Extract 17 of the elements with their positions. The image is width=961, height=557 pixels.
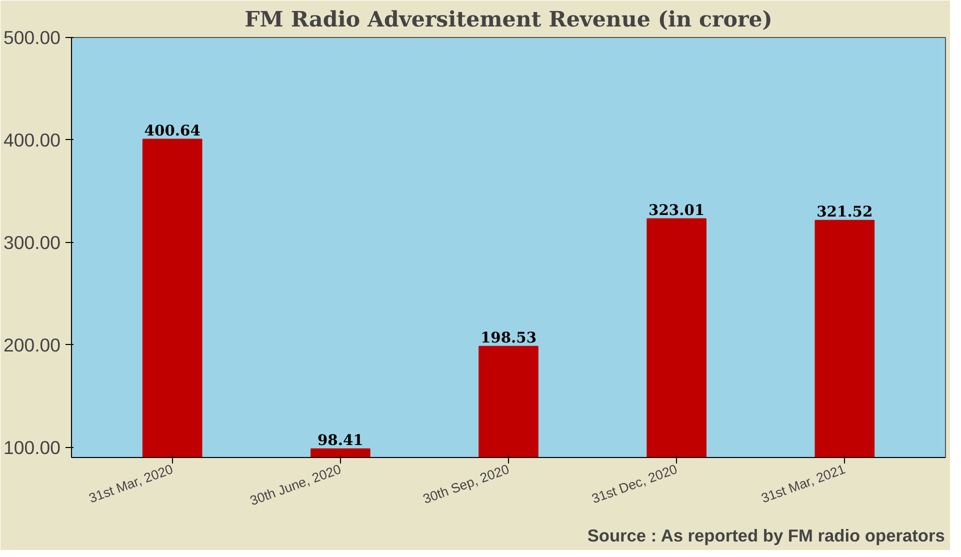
source-note: Source : As reported by FM radio operators <box>587 526 945 546</box>
y-tick-label: 200.00 <box>3 334 60 356</box>
x-tick-label: 31st Dec, 2020 <box>590 461 680 506</box>
chart-title: FM Radio Adversitement Revenue (in crore) <box>244 8 772 32</box>
y-tick-label: 100.00 <box>3 436 60 458</box>
x-tick-label: 31st Mar, 2021 <box>759 461 848 506</box>
x-tick-label: 31st Mar, 2020 <box>86 461 175 506</box>
y-tick-label: 400.00 <box>3 129 60 150</box>
data-label: 400.64 <box>144 122 200 140</box>
x-tick-label: 30th Sep, 2020 <box>420 461 512 507</box>
data-label: 198.53 <box>480 329 537 346</box>
data-label: 321.52 <box>816 203 873 220</box>
y-tick-label: 500.00 <box>3 27 60 48</box>
y-tick-label: 300.00 <box>3 232 60 253</box>
x-tick-label: 30th June, 2020 <box>248 461 344 508</box>
data-label: 98.41 <box>317 432 364 449</box>
data-label: 323.01 <box>648 202 705 219</box>
